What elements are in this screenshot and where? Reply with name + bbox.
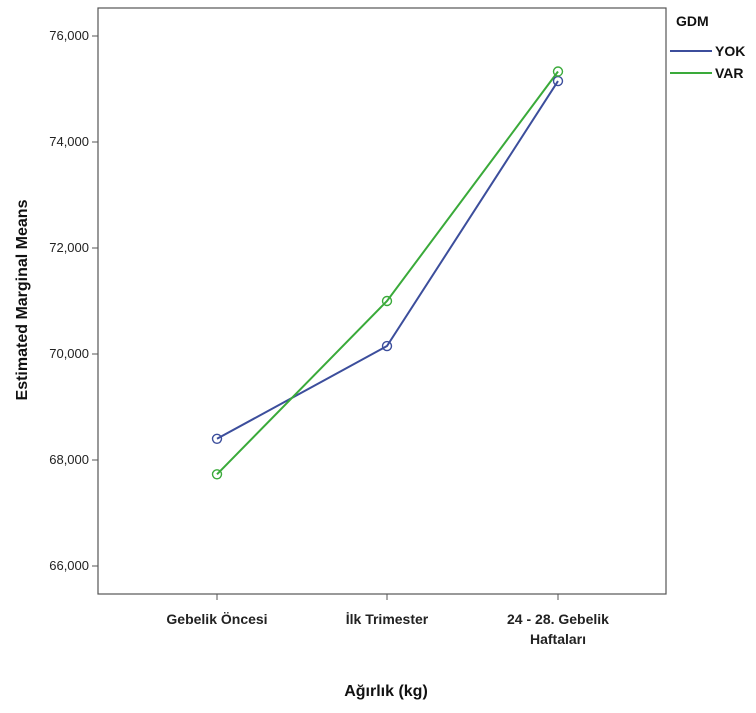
y-tick-label: 76,000 <box>49 28 89 43</box>
x-tick-label: Haftaları <box>530 631 586 647</box>
y-tick-label: 66,000 <box>49 558 89 573</box>
data-point-var <box>211 469 223 480</box>
legend: GDM YOK VAR <box>670 13 745 81</box>
series-line-var <box>216 70 559 476</box>
x-axis-ticks: Gebelik Öncesi İlk Trimester 24 - 28. Gebe… <box>166 594 609 647</box>
y-tick-label: 72,000 <box>49 240 89 255</box>
y-axis-ticks: 66,000 68,000 70,000 72,000 74,000 76,000 <box>49 28 98 573</box>
data-point-yok <box>211 433 223 444</box>
x-axis-title: Ağırlık (kg) <box>344 683 428 700</box>
data-point-yok <box>381 340 393 352</box>
y-tick-label: 74,000 <box>49 134 89 149</box>
legend-label-var: VAR <box>715 65 744 81</box>
series-line-yok <box>216 80 559 440</box>
x-tick-label: Gebelik Öncesi <box>166 611 267 627</box>
data-point-var <box>552 66 564 77</box>
y-tick-label: 70,000 <box>49 346 89 361</box>
legend-title: GDM <box>676 13 709 29</box>
series-points <box>211 66 564 480</box>
legend-label-yok: YOK <box>715 43 745 59</box>
y-axis-title: Estimated Marginal Means <box>14 199 31 400</box>
y-tick-label: 68,000 <box>49 452 89 467</box>
legend-items: YOK VAR <box>670 43 745 81</box>
x-tick-label: İlk Trimester <box>346 611 429 627</box>
x-tick-label: 24 - 28. Gebelik <box>507 611 609 627</box>
series-lines <box>216 70 559 476</box>
data-point-var <box>381 295 393 307</box>
